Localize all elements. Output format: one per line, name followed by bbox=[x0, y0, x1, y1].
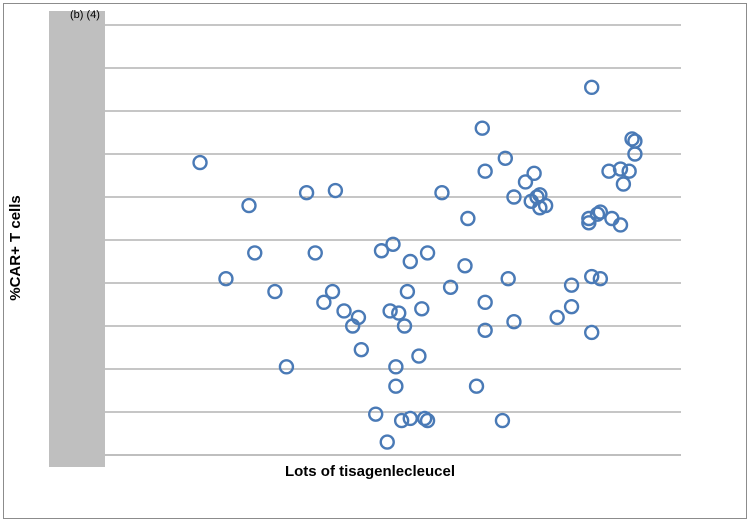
x-axis-label: Lots of tisagenlecleucel bbox=[284, 463, 456, 480]
data-point bbox=[468, 378, 485, 394]
data-point bbox=[411, 348, 427, 364]
data-point bbox=[621, 163, 637, 179]
data-point bbox=[592, 204, 609, 220]
data-point bbox=[241, 197, 257, 214]
data-point bbox=[442, 279, 459, 295]
data-point bbox=[278, 359, 295, 375]
data-point bbox=[399, 283, 416, 300]
data-point bbox=[581, 210, 597, 227]
data-point bbox=[494, 412, 511, 429]
data-point bbox=[529, 189, 545, 205]
data-point bbox=[477, 163, 493, 179]
data-point bbox=[385, 236, 401, 253]
data-point bbox=[506, 189, 522, 205]
data-points bbox=[192, 79, 643, 450]
data-point bbox=[474, 120, 490, 136]
data-point bbox=[457, 258, 473, 274]
data-point bbox=[563, 277, 580, 293]
data-point bbox=[584, 268, 600, 285]
data-point bbox=[416, 410, 433, 427]
data-point bbox=[368, 406, 384, 422]
data-point bbox=[526, 165, 542, 182]
data-point bbox=[627, 133, 643, 149]
data-point bbox=[419, 412, 436, 429]
data-point bbox=[419, 245, 436, 261]
data-point bbox=[402, 253, 418, 270]
data-point bbox=[391, 305, 407, 321]
data-point bbox=[327, 182, 344, 199]
data-point bbox=[584, 79, 600, 96]
data-point bbox=[388, 378, 404, 394]
data-point bbox=[393, 412, 410, 429]
data-point bbox=[336, 303, 352, 319]
data-point bbox=[563, 298, 580, 315]
data-point bbox=[460, 210, 476, 227]
data-point bbox=[477, 294, 493, 311]
data-point bbox=[414, 301, 430, 317]
data-point bbox=[353, 341, 370, 358]
data-point bbox=[549, 309, 565, 326]
data-point bbox=[589, 206, 606, 222]
panel-label: (b) (4) bbox=[70, 9, 100, 21]
data-point bbox=[584, 324, 600, 341]
data-point bbox=[615, 176, 632, 192]
data-point bbox=[506, 314, 522, 330]
data-point bbox=[344, 318, 361, 334]
data-point bbox=[267, 283, 283, 300]
data-point bbox=[316, 294, 332, 311]
data-point bbox=[500, 271, 516, 287]
data-point bbox=[324, 283, 341, 300]
data-point bbox=[497, 150, 514, 167]
data-point bbox=[192, 154, 208, 171]
data-point bbox=[373, 243, 390, 259]
data-point bbox=[382, 303, 398, 319]
data-point bbox=[517, 174, 534, 190]
data-point bbox=[298, 184, 315, 201]
data-point bbox=[532, 200, 548, 216]
data-point bbox=[218, 271, 234, 287]
data-point bbox=[396, 318, 413, 334]
data-point bbox=[388, 359, 404, 375]
data-point bbox=[592, 271, 609, 287]
data-point bbox=[402, 410, 418, 427]
data-point bbox=[434, 184, 450, 201]
data-point bbox=[612, 161, 629, 177]
data-point bbox=[624, 131, 640, 147]
gridlines bbox=[105, 24, 681, 456]
redacted-axis-region bbox=[49, 11, 105, 467]
data-point bbox=[247, 245, 263, 261]
data-point bbox=[307, 245, 323, 261]
chart-frame bbox=[3, 3, 747, 519]
data-point bbox=[581, 215, 597, 231]
data-point bbox=[604, 210, 620, 227]
data-point bbox=[477, 322, 493, 338]
y-axis-label: %CAR+ T cells bbox=[7, 195, 24, 301]
data-point bbox=[379, 434, 395, 450]
